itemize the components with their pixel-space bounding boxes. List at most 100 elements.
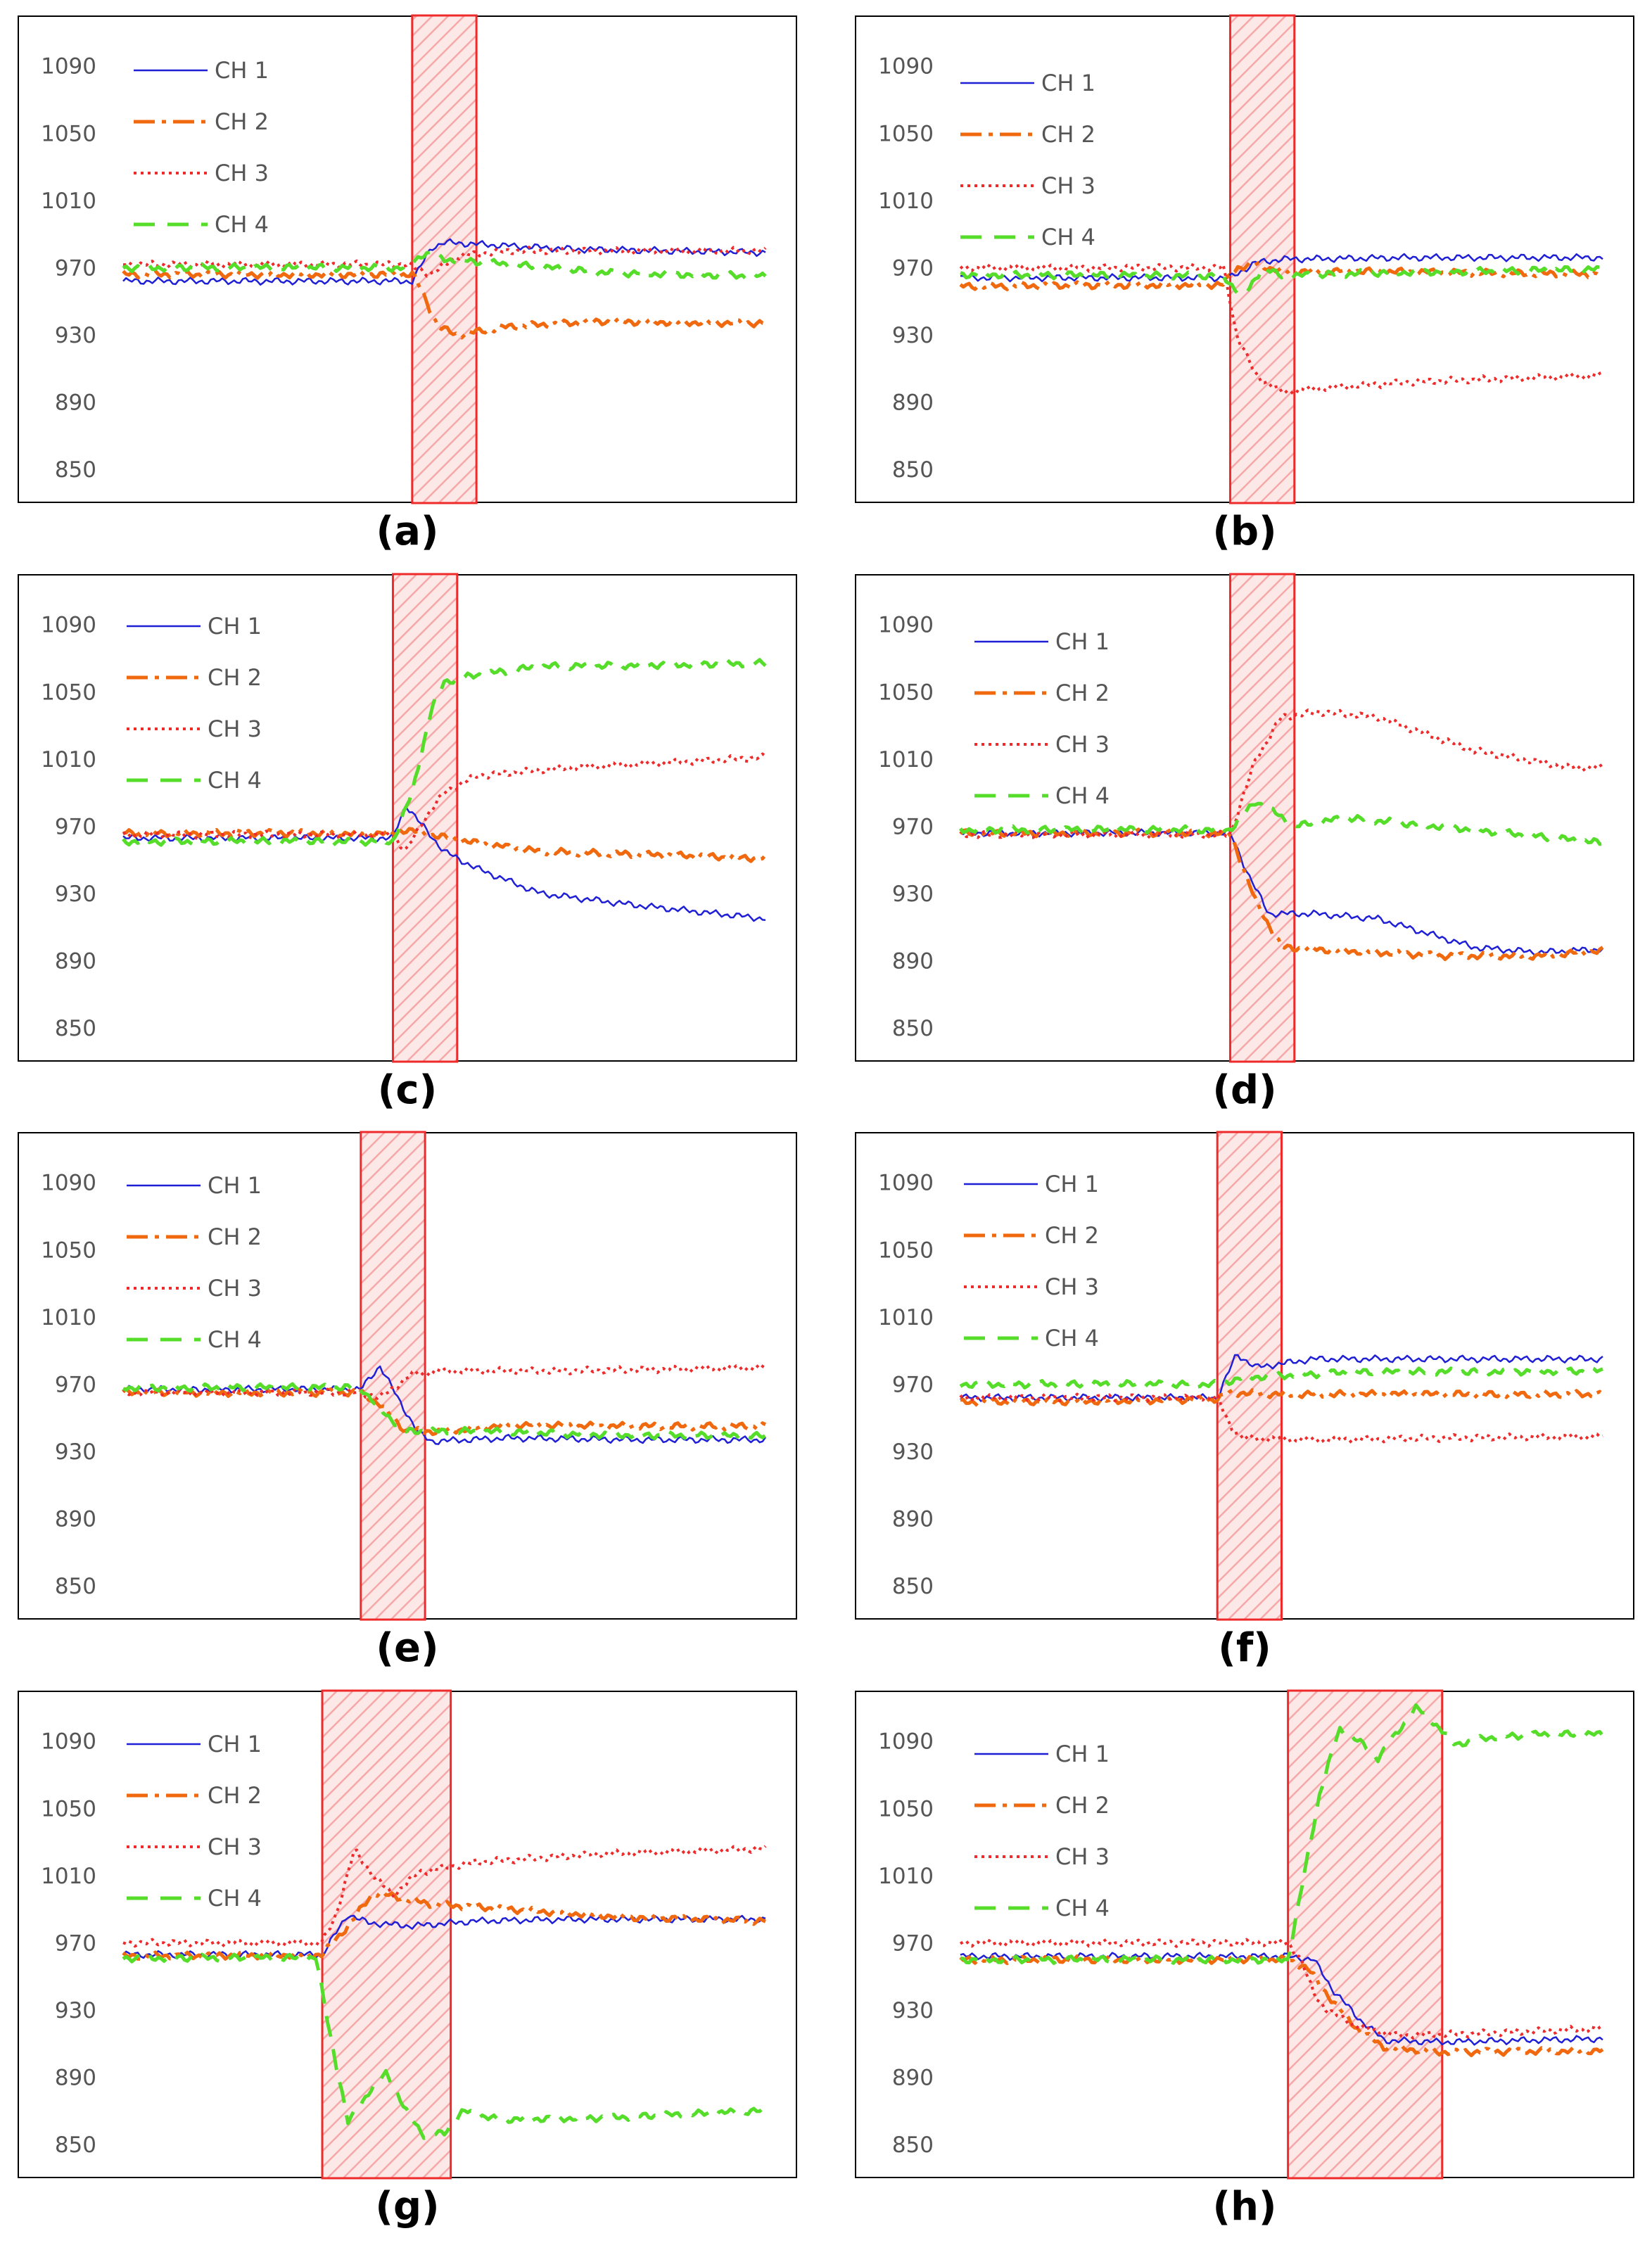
series-line-ch4 [122, 250, 767, 280]
legend-label: CH 4 [208, 1326, 262, 1353]
y-tick-label: 970 [55, 1372, 96, 1397]
y-tick-label: 970 [55, 255, 96, 281]
legend: CH 1 CH 2 CH 3 CH 4 [127, 1172, 262, 1353]
y-tick-label: 930 [55, 1439, 96, 1465]
chart-panel: 850 890 930 970 1010 1050 1090 CH 1 CH 2 CH 3 CH 4… [855, 573, 1634, 1125]
y-tick-label: 1090 [878, 613, 934, 638]
y-tick-label: 930 [892, 1998, 934, 2023]
chart-panel: 850 890 930 970 1010 1050 1090 CH 1 CH 2 CH 3 CH 4… [855, 14, 1634, 566]
y-tick-label: 1090 [878, 54, 934, 80]
legend-label: CH 4 [208, 1885, 262, 1912]
y-tick-label: 850 [892, 1016, 934, 1041]
legend-label: CH 1 [1045, 1171, 1099, 1197]
legend-label: CH 3 [1055, 731, 1110, 758]
y-tick-label: 970 [892, 814, 934, 839]
series-line-ch4 [960, 265, 1605, 296]
y-tick-label: 970 [892, 255, 934, 281]
legend-label: CH 2 [1041, 121, 1095, 148]
legend-label: CH 1 [1055, 1741, 1110, 1767]
y-tick-label: 850 [892, 1574, 934, 1599]
series-line-ch4 [122, 1382, 767, 1442]
y-tick-label: 930 [892, 323, 934, 348]
y-tick-label: 1050 [41, 680, 96, 705]
y-tick-label: 1010 [878, 1864, 934, 1889]
legend-label: CH 4 [1045, 1325, 1099, 1352]
series-line-ch3 [122, 1362, 767, 1400]
y-tick-label: 1050 [878, 1796, 934, 1822]
chart-plot: 850 890 930 970 1010 1050 1090 CH 1 CH 2 CH 3 CH 4 [41, 1131, 767, 1621]
legend-label: CH 3 [1045, 1273, 1099, 1300]
panel-label: (g) [375, 2184, 440, 2230]
legend-label: CH 2 [208, 1782, 262, 1809]
series-line-ch2 [122, 1890, 767, 1961]
y-tick-label: 1050 [41, 1796, 96, 1822]
y-tick-label: 1050 [41, 1238, 96, 1263]
series-line-ch3 [122, 246, 767, 278]
legend-label: CH 4 [215, 211, 269, 238]
y-tick-label: 1090 [41, 1729, 96, 1755]
legend-label: CH 4 [1055, 1895, 1110, 1921]
chart-plot: 850 890 930 970 1010 1050 1090 CH 1 CH 2 CH 3 CH 4 [878, 14, 1605, 504]
y-tick-label: 890 [55, 949, 96, 974]
series-line-ch2 [122, 827, 767, 863]
y-tick-label: 850 [55, 2132, 96, 2158]
chart-frame [855, 1691, 1634, 2178]
legend-label: CH 2 [208, 664, 262, 691]
legend-label: CH 3 [215, 160, 269, 186]
chart-panel: 850 890 930 970 1010 1050 1090 CH 1 CH 2 CH 3 CH 4… [855, 1131, 1634, 1683]
legend-label: CH 3 [208, 716, 262, 742]
legend-label: CH 2 [1045, 1222, 1099, 1249]
series-line-ch2 [122, 269, 766, 340]
panel-label: (d) [1212, 1067, 1277, 1113]
y-tick-label: 850 [55, 1016, 96, 1041]
y-tick-label: 930 [892, 1439, 934, 1465]
y-tick-label: 890 [55, 1507, 96, 1532]
series-line-ch1 [122, 1365, 767, 1445]
y-tick-label: 1050 [41, 121, 96, 146]
legend-label: CH 1 [215, 57, 269, 84]
chart-panel: 850 890 930 970 1010 1050 1090 CH 1 CH 2 CH 3 CH 4… [18, 1131, 797, 1683]
series-line-ch4 [960, 1703, 1605, 1965]
chart-plot: 850 890 930 970 1010 1050 1090 CH 1 CH 2 CH 3 CH 4 [878, 1131, 1604, 1621]
y-tick-label: 970 [55, 814, 96, 839]
y-tick-label: 1010 [41, 1864, 96, 1889]
y-tick-label: 1050 [878, 1238, 934, 1263]
y-tick-label: 850 [55, 1574, 96, 1599]
panel-label: (f) [1218, 1625, 1271, 1671]
chart-plot: 850 890 930 970 1010 1050 1090 CH 1 CH 2 CH 3 CH 4 [41, 573, 767, 1063]
y-tick-label: 930 [892, 882, 934, 907]
y-tick-label: 930 [55, 882, 96, 907]
y-tick-label: 890 [892, 390, 934, 416]
series-line-ch4 [122, 658, 767, 847]
legend-label: CH 1 [208, 1172, 262, 1199]
series-line-ch3 [122, 752, 767, 851]
legend: CH 1 CH 2 CH 3 CH 4 [127, 1731, 262, 1912]
legend: CH 1 CH 2 CH 3 CH 4 [127, 613, 262, 794]
legend-label: CH 1 [208, 613, 262, 640]
y-tick-label: 1050 [878, 680, 934, 705]
series-line-ch4 [959, 1366, 1603, 1390]
y-tick-label: 890 [55, 390, 96, 416]
y-tick-label: 1010 [41, 1305, 96, 1330]
y-tick-label: 1010 [41, 747, 96, 773]
series-line-ch1 [960, 828, 1603, 957]
y-tick-label: 970 [892, 1372, 934, 1397]
legend-label: CH 2 [215, 108, 269, 135]
legend: CH 1 CH 2 CH 3 CH 4 [960, 70, 1095, 250]
series-line-ch3 [959, 262, 1603, 396]
legend-label: CH 3 [208, 1833, 262, 1860]
legend: CH 1 CH 2 CH 3 CH 4 [974, 1741, 1110, 1921]
legend: CH 1 CH 2 CH 3 CH 4 [134, 57, 269, 238]
highlight-region [1287, 1689, 1444, 2180]
y-tick-label: 1090 [878, 1171, 934, 1196]
legend-label: CH 4 [1055, 782, 1110, 809]
series-line-ch2 [122, 1387, 767, 1437]
panel-label: (e) [376, 1625, 439, 1671]
panel-label: (h) [1212, 2184, 1277, 2230]
legend: CH 1 CH 2 CH 3 CH 4 [964, 1171, 1099, 1352]
y-tick-label: 1010 [878, 747, 934, 773]
highlight-region [360, 1131, 426, 1621]
chart-panel: 850 890 930 970 1010 1050 1090 CH 1 CH 2 CH 3 CH 4… [18, 1689, 797, 2242]
legend-label: CH 1 [1041, 70, 1095, 96]
y-tick-label: 890 [55, 2066, 96, 2091]
